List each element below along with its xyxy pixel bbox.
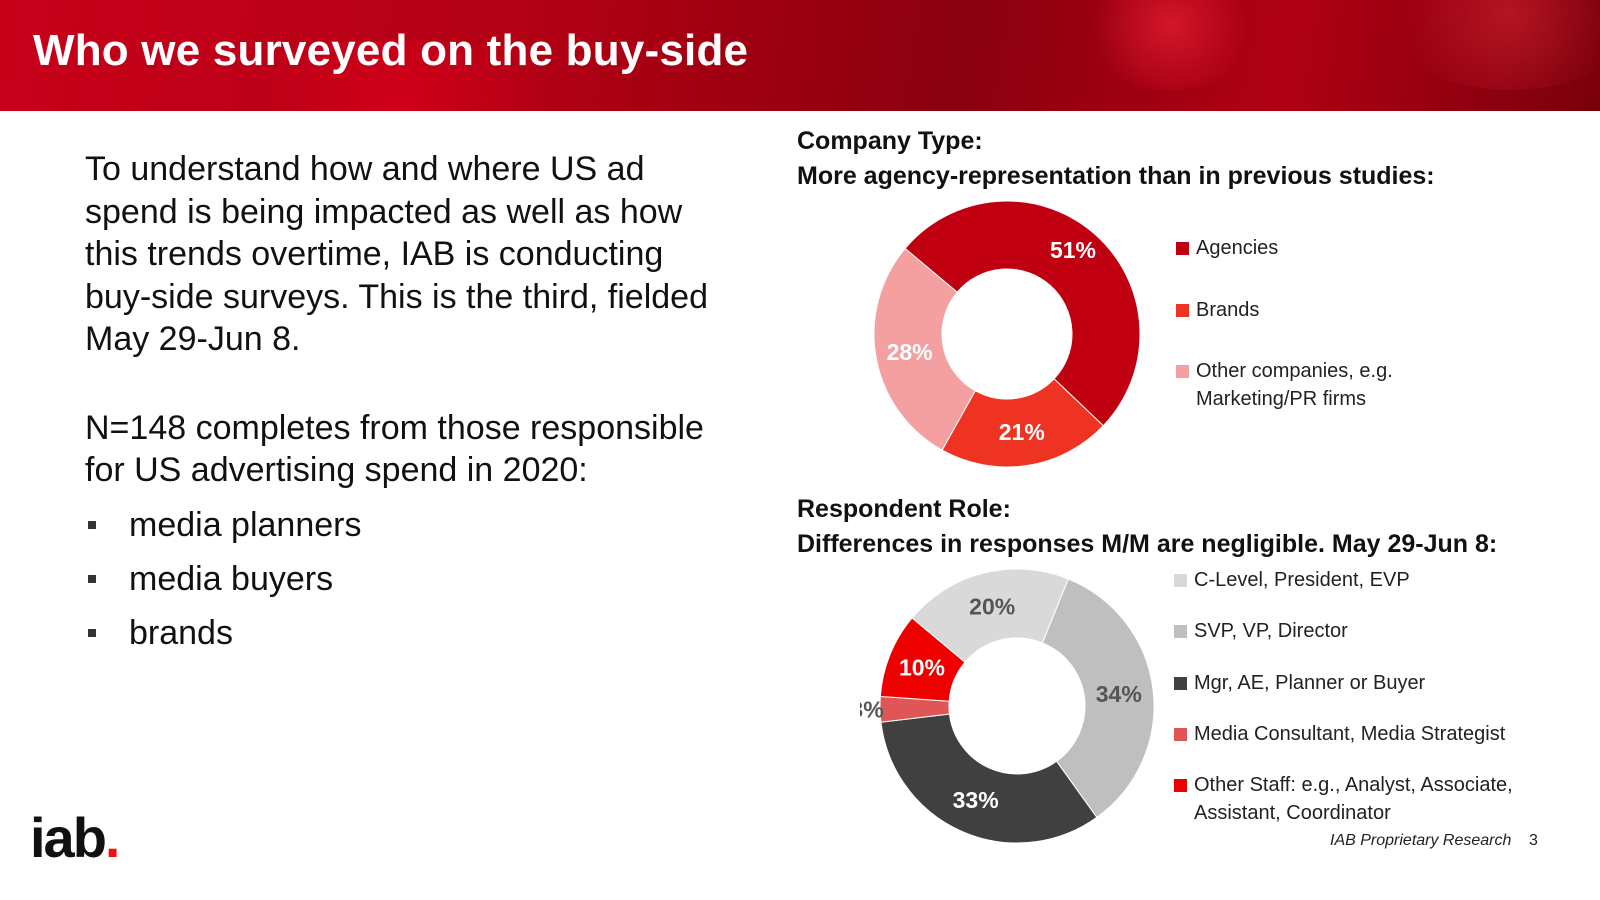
data-label: 3% bbox=[860, 697, 884, 723]
donut-slice bbox=[880, 713, 1098, 844]
legend-swatch bbox=[1176, 242, 1189, 255]
page-number: 3 bbox=[1529, 832, 1538, 849]
footer-research-label: IAB Proprietary Research bbox=[1330, 832, 1512, 849]
bullet-list: media planners media buyers brands bbox=[85, 498, 725, 660]
chart-subtitle: Differences in responses M/M are negligi… bbox=[797, 530, 1498, 558]
intro-paragraph: To understand how and where US ad spend … bbox=[85, 150, 708, 358]
data-label: 21% bbox=[999, 419, 1045, 445]
respondent-role-heading: Respondent Role: Differences in response… bbox=[797, 492, 1497, 562]
legend-swatch bbox=[1174, 779, 1187, 792]
donut-slice bbox=[911, 568, 1069, 663]
donut-slice bbox=[873, 247, 976, 451]
respondent-role-donut-chart: 20% 34% 33% 3% 10% bbox=[860, 568, 1155, 844]
iab-logo: iab. bbox=[30, 806, 120, 869]
legend-swatch bbox=[1174, 574, 1187, 587]
bullet-item: brands bbox=[85, 606, 725, 660]
legend-swatch bbox=[1174, 677, 1187, 690]
legend-swatch bbox=[1174, 728, 1187, 741]
donut-slice bbox=[879, 617, 966, 702]
bullet-item: media buyers bbox=[85, 552, 725, 606]
bullet-square-icon bbox=[88, 520, 96, 529]
data-label: 28% bbox=[887, 339, 933, 365]
header-glow bbox=[1080, 0, 1260, 90]
donut-slice bbox=[1041, 578, 1155, 819]
data-label: 10% bbox=[899, 655, 945, 681]
chart-title: Respondent Role: bbox=[797, 495, 1011, 523]
bullet-square-icon bbox=[88, 574, 96, 583]
chart-subtitle: More agency-representation than in previ… bbox=[797, 162, 1435, 190]
donut-slice bbox=[904, 200, 1141, 427]
data-label: 51% bbox=[1050, 237, 1096, 263]
donut-slice bbox=[941, 378, 1105, 468]
page-title: Who we surveyed on the buy-side bbox=[33, 26, 749, 75]
sample-paragraph: N=148 completes from those responsible f… bbox=[85, 408, 704, 490]
legend-swatch bbox=[1174, 625, 1187, 638]
data-label: 20% bbox=[969, 594, 1015, 620]
chart-title: Company Type: bbox=[797, 127, 983, 155]
bullet-item: media planners bbox=[85, 498, 725, 552]
intro-text: To understand how and where US ad spend … bbox=[85, 148, 725, 660]
company-type-heading: Company Type: More agency-representation… bbox=[797, 124, 1435, 194]
legend-swatch bbox=[1176, 365, 1189, 378]
legend-swatch bbox=[1176, 304, 1189, 317]
company-type-legend: Agencies Brands Other companies, e.g. Ma… bbox=[1176, 234, 1516, 424]
data-label: 33% bbox=[953, 787, 999, 813]
respondent-role-legend: C-Level, President, EVP SVP, VP, Directo… bbox=[1174, 566, 1544, 836]
data-label: 34% bbox=[1096, 681, 1142, 707]
header-banner: Who we surveyed on the buy-side bbox=[0, 0, 1600, 111]
bullet-square-icon bbox=[88, 628, 96, 637]
company-type-donut-chart: 51% 21% 28% bbox=[873, 200, 1141, 468]
header-glow bbox=[1380, 0, 1600, 90]
